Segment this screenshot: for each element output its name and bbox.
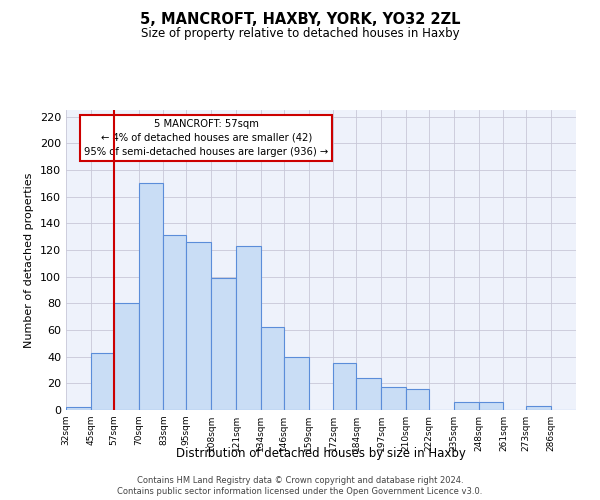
Bar	[526, 406, 551, 410]
Bar	[261, 328, 284, 410]
Bar	[356, 378, 381, 410]
Bar	[66, 408, 91, 410]
Bar	[454, 402, 479, 410]
Bar	[334, 364, 356, 410]
Bar	[187, 242, 211, 410]
Bar	[139, 184, 163, 410]
Bar	[236, 246, 261, 410]
Bar	[163, 236, 187, 410]
Text: Contains public sector information licensed under the Open Government Licence v3: Contains public sector information licen…	[118, 488, 482, 496]
Bar	[406, 388, 429, 410]
Text: 5 MANCROFT: 57sqm
← 4% of detached houses are smaller (42)
95% of semi-detached : 5 MANCROFT: 57sqm ← 4% of detached house…	[84, 119, 328, 157]
Bar	[381, 388, 406, 410]
Text: Distribution of detached houses by size in Haxby: Distribution of detached houses by size …	[176, 448, 466, 460]
Text: 5, MANCROFT, HAXBY, YORK, YO32 2ZL: 5, MANCROFT, HAXBY, YORK, YO32 2ZL	[140, 12, 460, 28]
Bar	[91, 352, 114, 410]
Bar	[284, 356, 308, 410]
Bar	[211, 278, 236, 410]
Text: Contains HM Land Registry data © Crown copyright and database right 2024.: Contains HM Land Registry data © Crown c…	[137, 476, 463, 485]
Bar	[479, 402, 503, 410]
Bar	[114, 304, 139, 410]
Y-axis label: Number of detached properties: Number of detached properties	[25, 172, 34, 348]
Text: Size of property relative to detached houses in Haxby: Size of property relative to detached ho…	[140, 28, 460, 40]
